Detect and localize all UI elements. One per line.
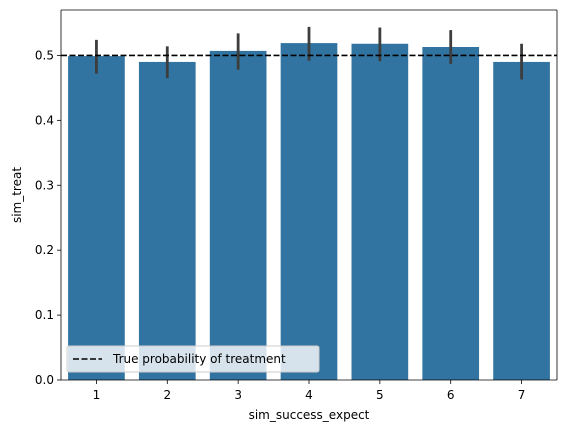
bar-4 <box>280 43 338 381</box>
y-tick-label-3: 0.3 <box>35 178 54 192</box>
y-axis-label: sim_treat <box>10 167 24 223</box>
bars-layer <box>68 43 550 381</box>
x-tick-label-3: 3 <box>234 388 242 402</box>
legend: True probability of treatment <box>66 345 320 373</box>
bar-7 <box>493 61 550 381</box>
bar-5 <box>351 43 409 380</box>
x-tick-label-1: 1 <box>93 388 101 402</box>
y-tick-label-0: 0.0 <box>35 373 54 387</box>
y-tick-label-5: 0.5 <box>35 48 54 62</box>
y-tick-label-2: 0.2 <box>35 243 54 257</box>
x-tick-label-6: 6 <box>447 388 455 402</box>
x-axis-label: sim_success_expect <box>249 408 370 422</box>
bar-3 <box>209 50 267 380</box>
y-axis-ticks: 0.0 0.1 0.2 0.3 0.4 0.5 <box>35 48 61 387</box>
y-tick-label-4: 0.4 <box>35 113 54 127</box>
y-tick-label-1: 0.1 <box>35 308 54 322</box>
bar-6 <box>422 47 480 380</box>
x-tick-label-2: 2 <box>163 388 171 402</box>
legend-entry-label: True probability of treatment <box>112 352 286 366</box>
x-axis-ticks: 1 2 3 4 5 6 7 <box>93 380 526 402</box>
bar-2 <box>138 61 196 381</box>
x-tick-label-4: 4 <box>305 388 313 402</box>
bar-1 <box>68 56 125 381</box>
legend-box <box>66 345 320 373</box>
x-tick-label-7: 7 <box>518 388 526 402</box>
x-tick-label-5: 5 <box>376 388 384 402</box>
